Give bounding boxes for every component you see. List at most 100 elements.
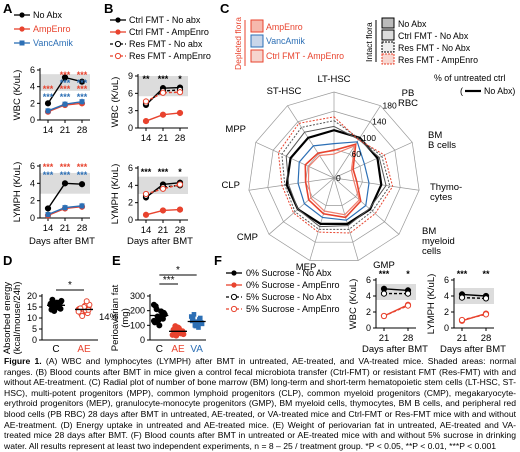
y-tick-label: 3 — [128, 106, 133, 116]
data-point — [404, 302, 412, 309]
figure-caption: Figure 1. (A) WBC and lymphocytes (LYMPH… — [4, 356, 516, 451]
legend-c: Depleted flora AmpEnro VancAmik Ctrl FMT… — [233, 17, 515, 96]
radar-series — [281, 120, 391, 230]
data-point — [49, 296, 56, 303]
legend-f-5-noabx: 5% Sucrose - No Abx — [246, 292, 332, 302]
radar-series — [277, 116, 394, 234]
intact-flora-label: Intact flora — [364, 22, 374, 62]
data-point — [154, 313, 161, 320]
data-point — [142, 117, 150, 125]
radar-axis-label: BM myeloid cells — [422, 226, 455, 257]
radar-spoke — [248, 177, 335, 191]
data-point — [199, 321, 205, 327]
y-tick-label: 6 — [128, 88, 133, 98]
y-axis-label: WBC (K/uL) — [348, 279, 359, 330]
legend-a-vancamik: VancAmik — [33, 38, 73, 48]
y-tick-label: 4 — [366, 291, 371, 301]
radar-series — [304, 143, 362, 219]
x-tick-label: 21 — [158, 133, 169, 144]
data-point — [61, 74, 69, 81]
data-point — [79, 203, 85, 209]
legend-a-no-abx: No Abx — [33, 10, 63, 20]
significance-mark: *** — [60, 84, 71, 94]
data-point — [83, 298, 90, 305]
significance-mark: * — [178, 167, 182, 177]
data-point — [176, 181, 184, 188]
x-tick-label: 28 — [77, 125, 88, 136]
radar-spoke — [287, 105, 335, 179]
data-point — [44, 205, 52, 212]
y-tick-label: 0 — [140, 335, 145, 345]
xlabel-b: Days after BMT — [127, 236, 193, 247]
radar-axis-label: BM B cells — [428, 130, 456, 151]
key-no-abx: No Abx) — [484, 86, 515, 96]
significance-mark: ** — [142, 74, 150, 84]
y-tick-label: 4 — [30, 82, 35, 92]
y-tick-label: 300 — [130, 291, 145, 301]
caption-text: (A) WBC and lymphocytes (LYMPH) after BM… — [4, 356, 516, 451]
legend-f-5-ampenro: 5% Sucrose - AmpEnro — [246, 304, 340, 314]
group-label: AE — [77, 344, 91, 355]
group-label: C — [52, 344, 59, 355]
data-point — [190, 316, 196, 322]
y-axis-label: Perioavarian fat(mg) — [110, 284, 131, 351]
data-point — [45, 212, 51, 218]
pct-untreated-label: % of untreated ctrl — [434, 73, 505, 83]
legend-c-ampenro: AmpEnro — [266, 22, 303, 32]
y-tick-label: 6 — [128, 163, 133, 173]
y-tick-label: 0 — [128, 215, 133, 225]
panel-label-E: E — [112, 253, 121, 268]
significance-mark: *** — [43, 84, 54, 94]
x-tick-label: 14 — [43, 125, 54, 136]
data-point — [176, 89, 184, 96]
significance-mark: *** — [77, 84, 88, 94]
y-tick-label: 6 — [444, 275, 449, 285]
y-tick-label: 10 — [27, 313, 37, 323]
y-tick-label: 4 — [128, 180, 133, 190]
panel-label-A: A — [3, 1, 13, 16]
radar-spoke — [255, 141, 335, 179]
radar-axis-label: PB RBC — [398, 88, 418, 109]
data-point — [175, 324, 181, 331]
data-point — [142, 98, 150, 105]
y-tick-label: 6 — [30, 65, 35, 75]
data-point — [159, 185, 167, 192]
significance-mark: *** — [158, 167, 169, 177]
data-point — [191, 312, 197, 317]
legend-c-no-abx: No Abx — [398, 19, 427, 29]
x-tick-label: 28 — [175, 133, 186, 144]
radar-axis-label: CMP — [237, 232, 258, 243]
y-axis-label: LYMPH (K/uL) — [426, 274, 437, 335]
data-point — [51, 307, 58, 314]
data-point — [79, 99, 85, 105]
radar-series — [297, 141, 370, 221]
data-point — [53, 299, 60, 306]
legend-f-0-ampenro: 0% Sucrose - AmpEnro — [246, 280, 340, 290]
significance-mark: *** — [60, 78, 71, 88]
normal-range-band — [40, 74, 90, 91]
legend-b-res-ampenro: Res FMT - AmpEnro — [129, 51, 211, 61]
radar-ring-label: 140 — [372, 117, 386, 127]
x-tick-label: 21 — [158, 225, 169, 236]
data-point — [142, 190, 150, 198]
data-point — [176, 109, 184, 117]
legend-b-ctrl-ampenro: Ctrl FMT - AmpEnro — [129, 27, 209, 37]
significance-mark: *** — [43, 170, 54, 180]
radar-spoke — [333, 177, 359, 261]
xlabel-f2: Days after BMT — [440, 344, 506, 355]
data-point — [196, 325, 201, 330]
series-line — [461, 313, 487, 321]
x-tick-label: 21 — [457, 333, 468, 344]
panel-label-D: D — [3, 253, 12, 268]
data-point — [458, 294, 466, 301]
group-label: VA — [190, 344, 203, 355]
radar-ring-label: 180 — [382, 101, 396, 111]
radar-ring — [267, 110, 401, 243]
legend-c-ctrl-noabx: Ctrl FMT - No Abx — [398, 31, 469, 41]
legend-c-ctrl-ampenro: Ctrl FMT - AmpEnro — [266, 51, 344, 61]
x-tick-label: 21 — [60, 125, 71, 136]
figure-canvas: A B C D E F No Abx AmpEnro VancAmik Ctrl… — [2, 1, 515, 355]
